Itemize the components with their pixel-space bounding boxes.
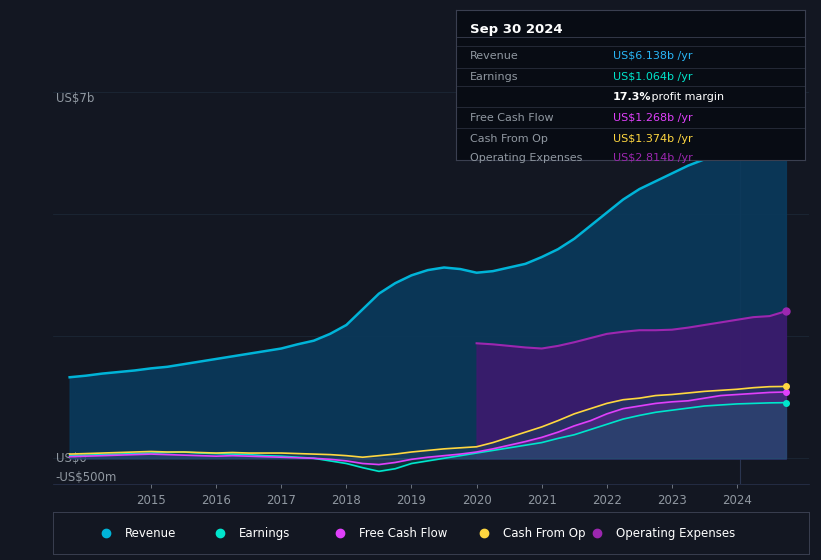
Text: Cash From Op: Cash From Op	[470, 134, 548, 143]
Text: US$0: US$0	[56, 452, 86, 465]
Text: Sep 30 2024: Sep 30 2024	[470, 23, 562, 36]
Text: Operating Expenses: Operating Expenses	[616, 527, 736, 540]
Text: Earnings: Earnings	[238, 527, 290, 540]
Text: US$1.374b /yr: US$1.374b /yr	[612, 134, 692, 143]
Text: -US$500m: -US$500m	[56, 472, 117, 484]
Text: Earnings: Earnings	[470, 72, 518, 82]
Text: US$1.268b /yr: US$1.268b /yr	[612, 113, 692, 123]
Text: US$7b: US$7b	[56, 92, 94, 105]
Text: Free Cash Flow: Free Cash Flow	[360, 527, 447, 540]
Text: Operating Expenses: Operating Expenses	[470, 153, 582, 163]
Text: Revenue: Revenue	[470, 51, 518, 61]
Text: Free Cash Flow: Free Cash Flow	[470, 113, 553, 123]
Text: Cash From Op: Cash From Op	[502, 527, 585, 540]
Text: US$2.814b /yr: US$2.814b /yr	[612, 153, 692, 163]
Text: 17.3%: 17.3%	[612, 92, 651, 101]
Text: Revenue: Revenue	[125, 527, 177, 540]
Text: profit margin: profit margin	[648, 92, 723, 101]
Text: US$1.064b /yr: US$1.064b /yr	[612, 72, 692, 82]
Text: US$6.138b /yr: US$6.138b /yr	[612, 51, 692, 61]
